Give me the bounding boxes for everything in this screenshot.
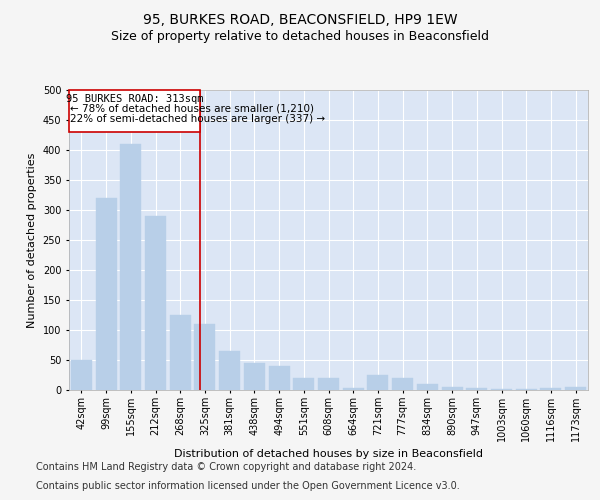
Text: Contains public sector information licensed under the Open Government Licence v3: Contains public sector information licen… [36,481,460,491]
Bar [219,351,240,390]
Bar [417,384,438,390]
Text: Size of property relative to detached houses in Beaconsfield: Size of property relative to detached ho… [111,30,489,43]
Text: Contains HM Land Registry data © Crown copyright and database right 2024.: Contains HM Land Registry data © Crown c… [36,462,416,472]
FancyBboxPatch shape [69,90,200,132]
Bar [145,216,166,390]
Bar [194,324,215,390]
Bar [367,375,388,390]
Bar [318,378,339,390]
Bar [565,387,586,390]
Bar [120,144,141,390]
Text: 95, BURKES ROAD, BEACONSFIELD, HP9 1EW: 95, BURKES ROAD, BEACONSFIELD, HP9 1EW [143,12,457,26]
X-axis label: Distribution of detached houses by size in Beaconsfield: Distribution of detached houses by size … [174,450,483,460]
Text: ← 78% of detached houses are smaller (1,210): ← 78% of detached houses are smaller (1,… [70,104,314,114]
Y-axis label: Number of detached properties: Number of detached properties [27,152,37,328]
Bar [466,388,487,390]
Bar [95,198,116,390]
Bar [541,388,562,390]
Bar [244,363,265,390]
Bar [269,366,290,390]
Text: 95 BURKES ROAD: 313sqm: 95 BURKES ROAD: 313sqm [65,94,203,104]
Text: 22% of semi-detached houses are larger (337) →: 22% of semi-detached houses are larger (… [70,114,325,124]
Bar [170,315,191,390]
Bar [343,388,364,390]
Bar [442,387,463,390]
Bar [293,378,314,390]
Bar [392,378,413,390]
Bar [491,389,512,390]
Bar [71,360,92,390]
